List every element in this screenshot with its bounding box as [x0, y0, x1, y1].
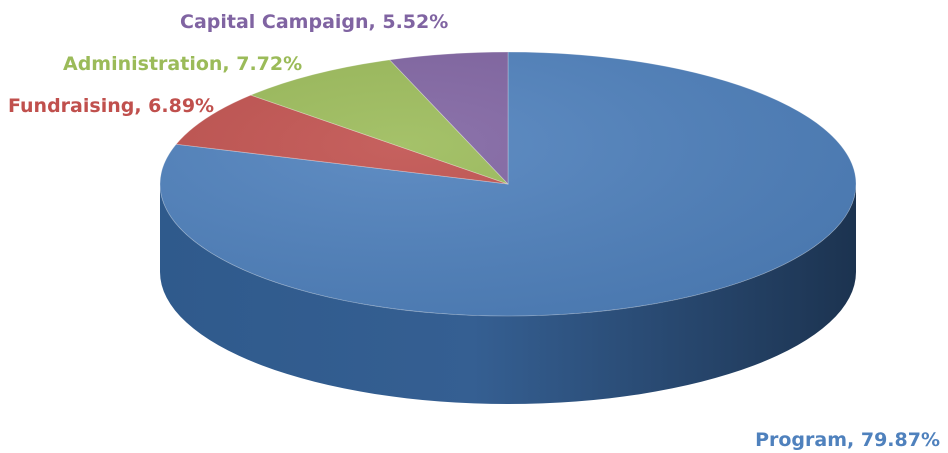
pie-tops — [159, 51, 857, 317]
pie-labels: Program, 79.87% Fundraising, 6.89% Adminis… — [8, 11, 940, 451]
pie-sides — [160, 184, 856, 404]
data-label-program: Program, 79.87% — [755, 429, 940, 451]
pie-top-shading — [160, 52, 856, 316]
pie-side-program — [160, 184, 856, 404]
data-label-capital-campaign: Capital Campaign, 5.52% — [180, 11, 448, 33]
data-label-administration: Administration, 7.72% — [63, 53, 302, 75]
data-label-fundraising: Fundraising, 6.89% — [8, 95, 214, 117]
